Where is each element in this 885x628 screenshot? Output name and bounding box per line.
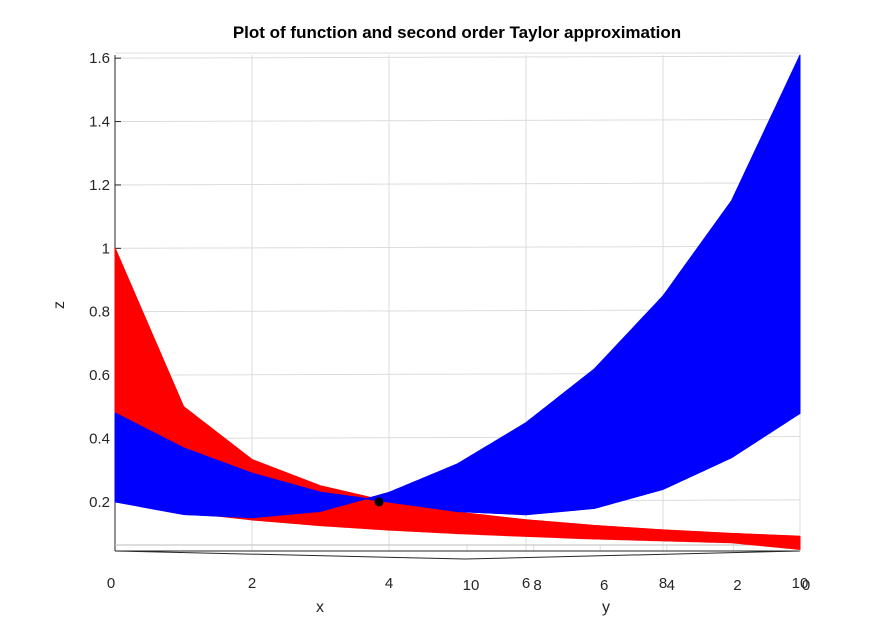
floor-edge-line (114, 550, 466, 560)
z-tick-label: 1.4 (89, 114, 110, 131)
z-tick-label: 0.4 (89, 430, 110, 447)
chart-title: Plot of function and second order Taylor… (233, 23, 681, 42)
y-tick-label: 4 (667, 577, 675, 594)
floor-edge-line (464, 550, 801, 560)
y-axis-label: y (602, 599, 610, 616)
surfaces (114, 54, 801, 550)
x-tick-label: 10 (792, 575, 809, 592)
taylor-surface-front-edge (114, 412, 801, 516)
x-tick-label: 8 (659, 575, 667, 592)
y-tick-label: 0 (802, 577, 810, 594)
z-tick-label: 1.2 (89, 177, 110, 194)
x-tick-label: 2 (248, 575, 256, 592)
function-surface-front-edge (114, 248, 801, 538)
z-grid-line (114, 245, 801, 249)
y-tick-label: 10 (463, 577, 480, 594)
z-tick-label: 0.2 (89, 494, 110, 511)
z-tick-label: 0.8 (89, 304, 110, 321)
z-tick-label: 0.6 (89, 367, 110, 384)
y-tick-label: 2 (733, 577, 741, 594)
x-axis-label: x (316, 599, 324, 616)
z-grid-line (114, 55, 801, 59)
expansion-point-marker (374, 497, 384, 507)
y-tick-label: 6 (600, 577, 608, 594)
z-tick-label: 1 (102, 240, 110, 257)
x-tick-label: 4 (385, 575, 393, 592)
x-tick-label: 0 (107, 575, 115, 592)
z-axis-label: z (51, 301, 68, 309)
z-tick-label: 1.6 (89, 50, 110, 67)
z-grid-line (114, 182, 801, 186)
x-tick-label: 6 (522, 575, 530, 592)
y-tick-label: 8 (533, 577, 541, 594)
z-grid-line (114, 119, 801, 123)
